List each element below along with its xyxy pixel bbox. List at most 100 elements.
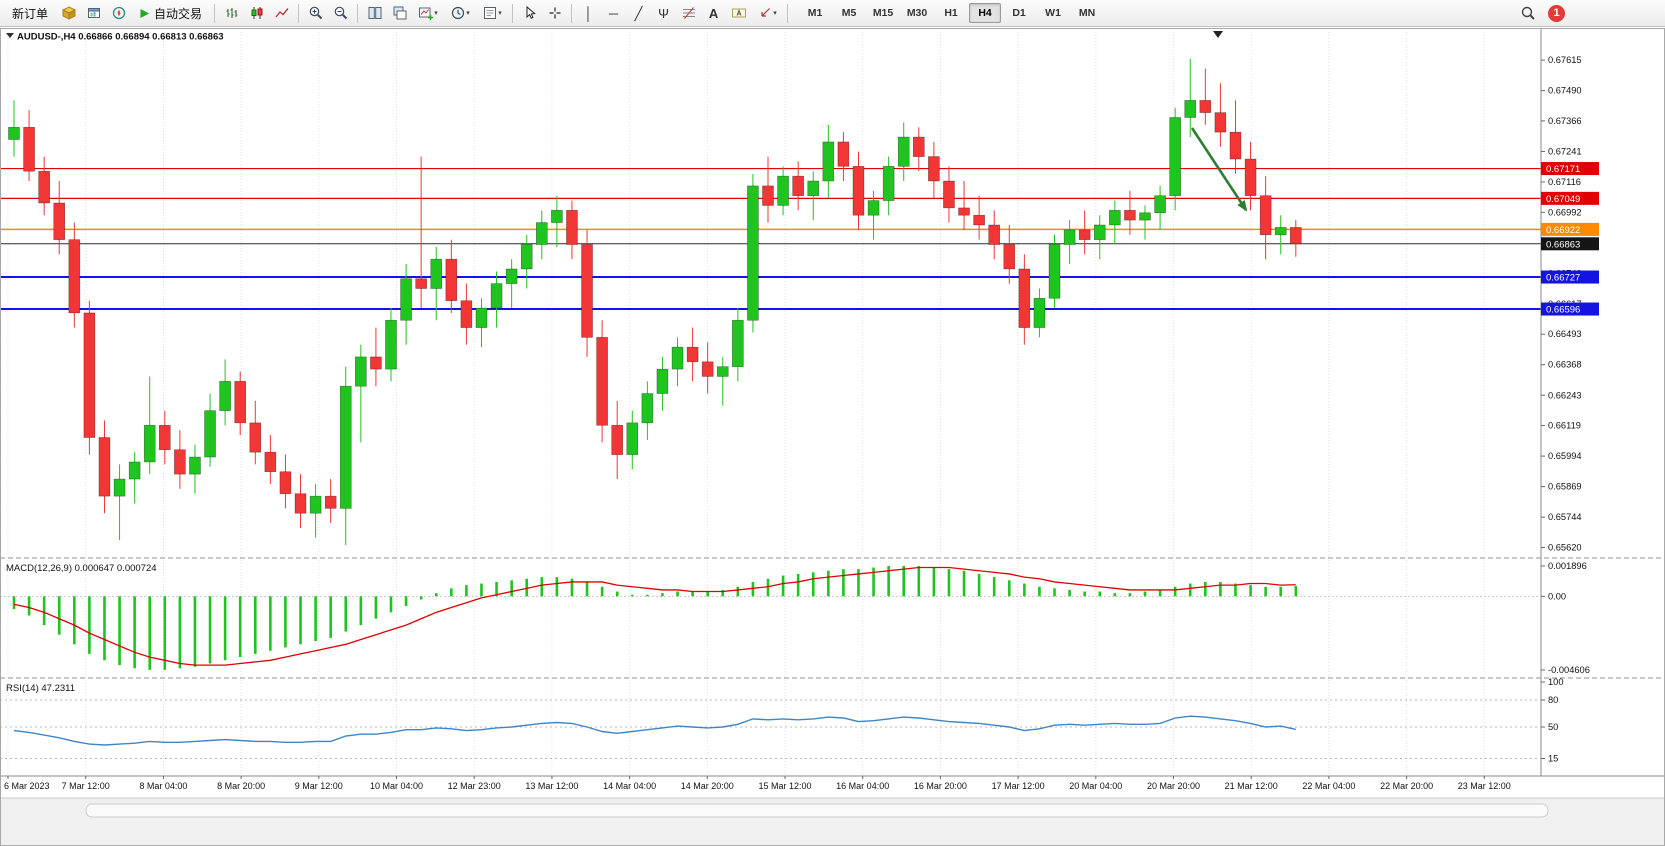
timeframe-W1[interactable]: W1 <box>1045 7 1061 19</box>
bar-chart-button[interactable] <box>219 1 244 25</box>
template-button[interactable]: ▾ <box>476 1 508 25</box>
crosshair-button[interactable] <box>542 1 567 25</box>
text-label-tool-button[interactable] <box>726 1 751 25</box>
price-tag <box>1541 162 1599 176</box>
time-axis-label: 13 Mar 12:00 <box>525 781 578 791</box>
price-tag-label: 0.67049 <box>1546 194 1580 205</box>
price-tag-label: 0.67171 <box>1546 164 1580 175</box>
arrows-tool-icon <box>761 8 771 17</box>
cascade-windows-icon <box>393 6 407 20</box>
time-axis-label: 14 Mar 20:00 <box>681 781 734 791</box>
toolbar-separator <box>357 3 359 23</box>
macd-axis-label: -0.004606 <box>1548 665 1590 675</box>
time-axis-label: 7 Mar 12:00 <box>62 781 110 791</box>
time-axis-label: 20 Mar 04:00 <box>1069 781 1122 791</box>
price-tag <box>1541 222 1599 236</box>
new-order-button[interactable]: 新订单 <box>4 2 56 25</box>
candlestick-chart-button[interactable] <box>244 1 269 25</box>
auto-trading-button[interactable]: 自动交易 <box>131 2 210 25</box>
time-axis-label: 14 Mar 04:00 <box>603 781 656 791</box>
timeframe-M30[interactable]: M30 <box>906 7 928 19</box>
gridlines <box>7 32 1485 776</box>
text-tool-button[interactable]: A <box>701 1 726 25</box>
new-order-label: 新订单 <box>12 6 49 21</box>
arrows-tool-button[interactable]: ▾ <box>751 1 783 25</box>
cascade-windows-button[interactable] <box>387 1 412 25</box>
navigator-button[interactable] <box>106 1 131 25</box>
line-chart-icon <box>274 8 289 18</box>
toolbar-separator <box>214 3 216 23</box>
price-axis-label: 0.66493 <box>1548 329 1582 339</box>
time-axis-label: 15 Mar 12:00 <box>758 781 811 791</box>
period-button[interactable]: ▾ <box>444 1 476 25</box>
timeframe-D1[interactable]: D1 <box>1012 7 1026 19</box>
rsi-axis-label: 50 <box>1548 722 1558 732</box>
price-tag-label: 0.66863 <box>1546 239 1580 250</box>
price-axis-label: 0.66243 <box>1548 390 1582 400</box>
toolbar-separator <box>571 3 573 23</box>
zoom-in-button[interactable] <box>303 1 328 25</box>
cursor-button[interactable] <box>517 1 542 25</box>
timeframe-group: M1 M5 M15 M30 H1 H4 D1 W1 MN <box>798 3 1104 23</box>
chevron-down-icon: ▾ <box>498 10 502 17</box>
toolbar-separator <box>512 3 514 23</box>
crosshair-icon <box>549 7 561 19</box>
rsi-label: RSI(14) 47.2311 <box>6 683 75 694</box>
new-chart-icon <box>419 7 434 20</box>
trendline-tool-button[interactable]: ╱ <box>626 1 651 25</box>
search-button[interactable] <box>1515 1 1540 25</box>
time-axis-label: 8 Mar 04:00 <box>139 781 187 791</box>
trend-arrow-annotation[interactable] <box>1190 127 1248 212</box>
market-watch-icon <box>61 6 76 20</box>
timeframe-M1[interactable]: M1 <box>807 7 823 19</box>
timeframe-M15[interactable]: M15 <box>872 7 894 19</box>
candles-series <box>8 58 1302 546</box>
timeframe-M5[interactable]: M5 <box>841 7 857 19</box>
zoom-in-icon <box>309 6 322 20</box>
timeframe-MN[interactable]: MN <box>1078 7 1096 19</box>
notification-count: 1 <box>1553 7 1560 19</box>
market-watch-button[interactable] <box>56 1 81 25</box>
price-axis-label: 0.67116 <box>1548 177 1581 187</box>
price-tag-label: 0.66922 <box>1546 225 1580 236</box>
macd-axis-label: 0.001896 <box>1548 561 1587 571</box>
pitchfork-tool-button[interactable]: Ψ <box>651 1 676 25</box>
price-axis-label: 0.67366 <box>1548 116 1582 126</box>
notification-badge[interactable]: 1 <box>1548 4 1565 22</box>
fibonacci-tool-button[interactable] <box>676 1 701 25</box>
price-axis-label: 0.65744 <box>1548 512 1582 522</box>
line-chart-button[interactable] <box>269 1 294 25</box>
time-axis-label: 9 Mar 12:00 <box>295 781 343 791</box>
new-chart-button[interactable]: ▾ <box>412 1 444 25</box>
toolbar-separator <box>787 3 789 23</box>
chart-area[interactable]: 0.67615 0.67490 0.67366 0.67241 0.67116 0.669… <box>0 28 1665 846</box>
zoom-out-button[interactable] <box>328 1 353 25</box>
search-icon <box>1521 6 1535 20</box>
template-icon <box>484 7 497 19</box>
cursor-icon <box>526 5 536 19</box>
data-window-button[interactable] <box>81 1 106 25</box>
symbol-dropdown-icon[interactable] <box>6 33 14 38</box>
tile-windows-button[interactable] <box>362 1 387 25</box>
candlestick-chart-icon <box>251 7 263 19</box>
vertical-line-icon: │ <box>584 5 593 21</box>
price-axis-label: 0.67615 <box>1548 55 1582 65</box>
time-axis-label: 22 Mar 20:00 <box>1380 781 1433 791</box>
time-axis-label: 12 Mar 23:00 <box>448 781 501 791</box>
time-axis-label: 16 Mar 20:00 <box>914 781 967 791</box>
time-axis-label: 6 Mar 2023 <box>4 781 50 791</box>
timeframe-H1[interactable]: H1 <box>944 7 958 19</box>
price-tag-label: 0.66727 <box>1546 273 1580 284</box>
chevron-down-icon: ▾ <box>434 10 438 17</box>
bar-chart-icon <box>226 8 238 18</box>
macd-axis-label: 0.00 <box>1548 591 1566 601</box>
vertical-line-tool-button[interactable]: │ <box>576 1 601 25</box>
horizontal-line-tool-button[interactable]: ─ <box>601 1 626 25</box>
timeframe-H4[interactable]: H4 <box>969 3 1002 23</box>
auto-trading-play-icon <box>140 8 150 18</box>
tile-windows-icon <box>368 7 382 19</box>
time-axis-label: 20 Mar 20:00 <box>1147 781 1200 791</box>
price-tag <box>1541 302 1599 316</box>
horizontal-scrollbar[interactable] <box>85 803 1549 818</box>
